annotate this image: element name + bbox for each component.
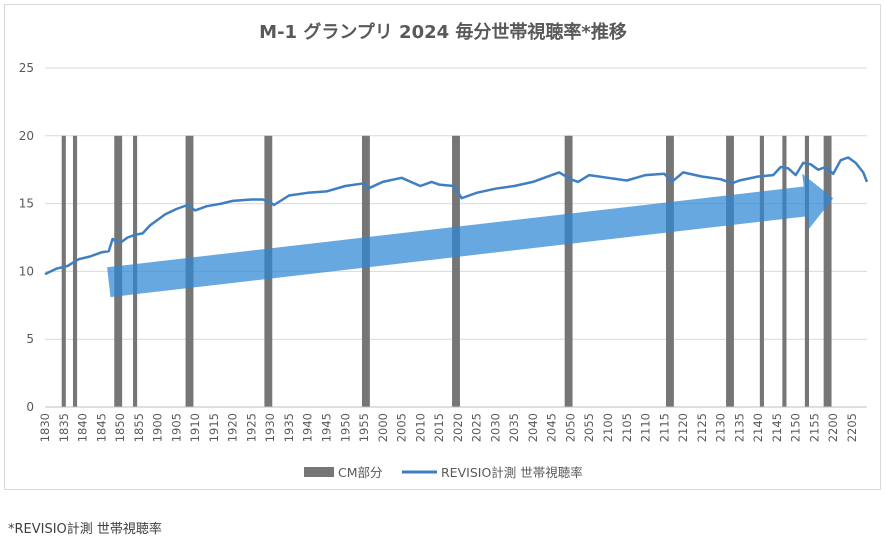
x-tick-label: 1840 [76,413,90,442]
x-tick-label: 2055 [582,413,596,442]
cm-bar [455,135,460,408]
x-tick-label: 1935 [282,413,296,442]
rating-series-line [44,156,869,276]
x-tick-label: 2005 [395,413,409,442]
x-tick-label: 2100 [601,413,615,442]
x-tick-label: 2010 [413,413,427,442]
y-tick-label: 5 [26,332,34,346]
legend: CM部分 REVISIO計測 世帯視聴率 [304,465,583,480]
cm-bar [365,135,370,408]
cm-bar [61,135,66,408]
x-tick-label: 2155 [808,413,822,442]
y-tick-label: 20 [19,129,34,143]
x-tick-label: 1855 [132,413,146,442]
x-tick-label: 1905 [169,413,183,442]
cm-bar [782,135,787,408]
x-tick-label: 1900 [151,413,165,442]
x-tick-label: 1910 [188,413,202,442]
trend-arrow-shape [107,173,834,298]
x-tick-label: 2110 [639,413,653,442]
cm-bar [361,135,367,408]
cm-bar [804,135,810,408]
x-tick-label: 2000 [376,413,390,442]
x-tick-label: 1925 [244,413,258,442]
cm-bar [823,135,828,408]
cm-bar [729,135,734,408]
x-tick-label: 2105 [620,413,634,442]
x-tick-label: 1915 [207,413,221,442]
x-tick-label: 2150 [789,413,803,442]
x-tick-label: 2120 [676,413,690,442]
footnote: *REVISIO計測 世帯視聴率 [8,522,162,537]
chart-title: M-1 グランプリ 2024 毎分世帯視聴率*推移 [259,21,627,43]
legend-swatch-cm [304,467,334,477]
cm-bar [759,135,764,408]
x-tick-label: 2145 [770,413,784,442]
cm-bar [666,135,671,408]
cm-bar [726,135,731,408]
y-tick-label: 0 [26,400,34,414]
x-tick-label: 2115 [657,413,671,442]
x-tick-label: 2030 [488,413,502,442]
x-tick-label: 2045 [545,413,559,442]
cm-bar [568,135,573,408]
x-tick-label: 2035 [507,413,521,442]
legend-label-cm: CM部分 [338,465,383,480]
cm-bar [669,135,674,408]
x-tick-label: 2140 [751,413,765,442]
y-tick-labels: 0 5 10 15 20 25 [19,61,34,414]
x-tick-labels: 1830 1835 1840 1845 1850 1855 1900 1905 1910 1915… [38,413,859,442]
x-tick-label: 1945 [320,413,334,442]
cm-bar [827,135,832,408]
x-tick-label: 2205 [845,413,859,442]
x-tick-label: 1940 [301,413,315,442]
x-tick-label: 1920 [226,413,240,442]
x-tick-label: 1830 [38,413,52,442]
x-tick-label: 1835 [57,413,71,442]
x-tick-label: 2125 [695,413,709,442]
x-tick-label: 2130 [714,413,728,442]
x-tick-label: 2020 [451,413,465,442]
cm-bar [564,135,569,408]
cm-bar [72,135,78,408]
chart-frame: M-1 グランプリ 2024 毎分世帯視聴率*推移 0 5 10 15 20 25 183… [4,4,881,490]
y-tick-label: 10 [19,264,34,278]
cm-bar [452,135,457,408]
x-tick-label: 1850 [113,413,127,442]
y-tick-label: 25 [19,61,34,75]
rating-line [44,156,869,276]
y-tick-label: 15 [19,197,34,211]
x-tick-label: 1930 [263,413,277,442]
x-tick-label: 2040 [526,413,540,442]
x-tick-label: 2015 [432,413,446,442]
x-tick-label: 2200 [826,413,840,442]
x-tick-label: 1845 [94,413,108,442]
x-tick-label: 2025 [470,413,484,442]
x-tick-label: 1955 [357,413,371,442]
x-tick-label: 1950 [338,413,352,442]
x-tick-label: 2050 [564,413,578,442]
trend-arrow [107,173,834,298]
x-tick-label: 2135 [732,413,746,442]
legend-label-line: REVISIO計測 世帯視聴率 [441,465,583,480]
